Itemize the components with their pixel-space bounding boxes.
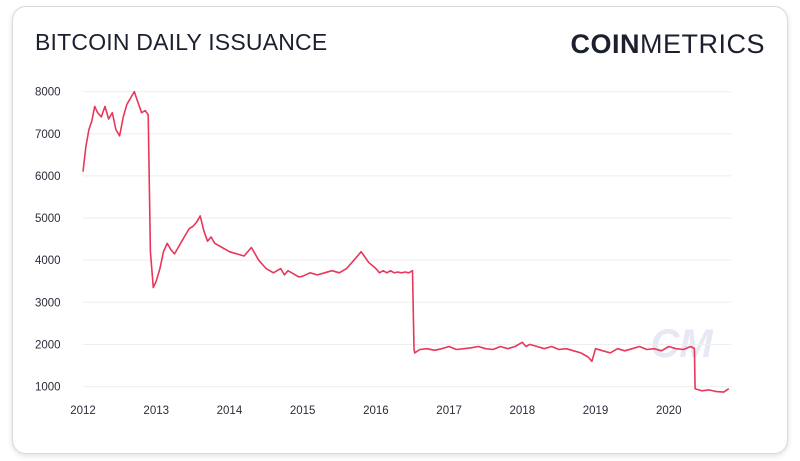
- x-tick-label: 2015: [290, 405, 316, 417]
- x-tick-label: 2012: [70, 405, 96, 417]
- coinmetrics-logo: COINMETRICS: [571, 29, 766, 60]
- y-tick-label: 3000: [35, 297, 61, 309]
- y-tick-label: 2000: [35, 339, 61, 351]
- x-tick-label: 2013: [143, 405, 169, 417]
- issuance-series-line: [82, 90, 730, 393]
- x-tick-label: 2014: [217, 405, 243, 417]
- y-tick-label: 4000: [35, 255, 61, 267]
- chart-title: BITCOIN DAILY ISSUANCE: [35, 29, 328, 55]
- logo-light-text: METRICS: [640, 29, 765, 59]
- y-tick-label: 5000: [35, 213, 61, 225]
- logo-bold-text: COIN: [570, 29, 640, 59]
- x-tick-label: 2020: [656, 405, 682, 417]
- y-tick-label: 1000: [35, 382, 61, 394]
- x-tick-label: 2017: [436, 405, 462, 417]
- y-tick-label: 7000: [35, 129, 61, 141]
- y-tick-label: 6000: [35, 171, 61, 183]
- x-tick-label: 2018: [510, 405, 536, 417]
- y-tick-label: 8000: [35, 87, 61, 99]
- x-tick-label: 2016: [363, 405, 389, 417]
- chart-card: BITCOIN DAILY ISSUANCE COINMETRICS CM 100…: [12, 6, 788, 454]
- x-tick-label: 2019: [583, 405, 609, 417]
